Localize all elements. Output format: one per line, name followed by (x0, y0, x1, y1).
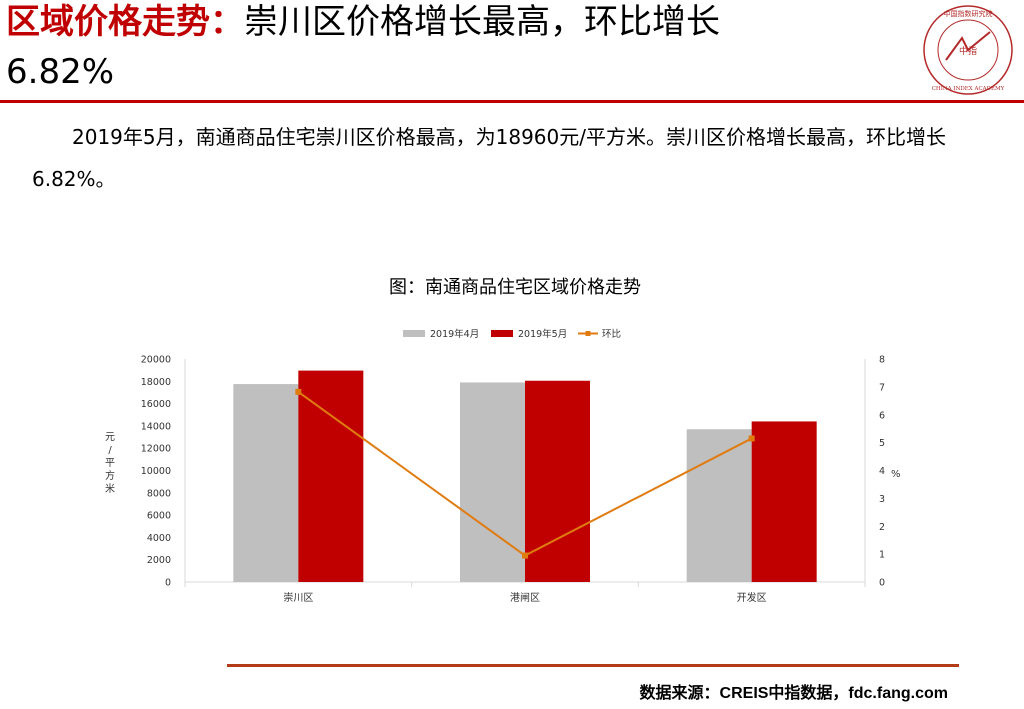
summary-paragraph: 2019年5月，南通商品住宅崇川区价格最高，为18960元/平方米。崇川区价格增… (32, 125, 946, 191)
page-title: 区域价格走势：崇川区价格增长最高，环比增长 (6, 2, 906, 42)
y-axis-label-char: / (108, 445, 112, 456)
y-axis-label-char: 米 (105, 482, 115, 495)
price-trend-chart: 图：南通商品住宅区域价格走势 2019年4月 2019年5月 环比 0 2000 400… (105, 277, 901, 605)
y2-axis-label: % (891, 469, 901, 480)
y-axis-label-char: 元 (105, 432, 115, 443)
line-point (748, 435, 755, 442)
legend-swatch (403, 330, 425, 337)
chart-labels: 0200040006000800010000120001400016000180… (105, 355, 901, 605)
chart-legend: 2019年4月 2019年5月 环比 (403, 328, 621, 340)
y2-tick-label: 5 (879, 438, 885, 449)
y2-tick-label: 4 (879, 466, 885, 477)
bar-may (298, 370, 364, 582)
x-tick-label: 崇川区 (283, 592, 313, 604)
legend-label: 环比 (602, 328, 621, 340)
y-tick-label: 12000 (141, 444, 171, 455)
y-tick-label: 6000 (147, 511, 171, 522)
title-line2: 6.82% (6, 52, 115, 92)
y-tick-label: 2000 (147, 555, 171, 566)
y2-tick-label: 1 (879, 550, 885, 561)
y2-tick-label: 3 (879, 494, 885, 505)
china-index-academy-logo: 中指 中国指数研究院 CHINA INDEX ACADEMY (923, 5, 1013, 95)
legend-marker (585, 331, 591, 336)
title-rest: 崇川区价格增长最高，环比增长 (244, 2, 720, 42)
y2-tick-label: 0 (879, 578, 885, 589)
y-tick-label: 10000 (141, 466, 171, 477)
y-axis-label-char: 平 (105, 458, 115, 469)
y-tick-label: 18000 (141, 377, 171, 388)
y-tick-label: 4000 (147, 533, 171, 544)
y2-tick-label: 6 (879, 410, 885, 421)
bar-apr (233, 384, 299, 582)
x-tick-label: 港闸区 (510, 591, 540, 604)
y-tick-label: 8000 (147, 488, 171, 499)
y-tick-label: 14000 (141, 421, 171, 432)
logo-top-text: 中国指数研究院 (944, 9, 993, 18)
y2-tick-label: 8 (879, 355, 885, 366)
bar-apr (686, 429, 752, 582)
title-bold: 区域价格走势： (6, 2, 244, 42)
title-divider (0, 100, 1024, 103)
y2-tick-label: 7 (879, 382, 885, 393)
bar-apr (460, 382, 525, 582)
footer-divider (227, 664, 959, 667)
x-tick-label: 开发区 (737, 591, 767, 604)
chart-bars (233, 370, 817, 582)
line-point (522, 552, 528, 559)
logo-bottom-text: CHINA INDEX ACADEMY (932, 86, 1005, 92)
bar-may (751, 421, 817, 582)
y-axis-label-char: 方 (105, 469, 115, 482)
line-point (295, 388, 302, 395)
legend-label: 2019年4月 (430, 328, 479, 340)
y-tick-label: 16000 (141, 399, 171, 410)
y2-tick-label: 2 (879, 522, 885, 533)
bar-may (525, 380, 590, 582)
chart-title: 图：南通商品住宅区域价格走势 (389, 277, 641, 298)
chart-line (295, 388, 755, 559)
data-source: 数据来源：CREIS中指数据，fdc.fang.com (639, 685, 948, 702)
y-tick-label: 0 (165, 578, 171, 589)
legend-swatch (491, 330, 513, 337)
logo-center-text: 中指 (959, 45, 977, 57)
legend-label: 2019年5月 (518, 328, 567, 340)
y-tick-label: 20000 (141, 355, 171, 366)
